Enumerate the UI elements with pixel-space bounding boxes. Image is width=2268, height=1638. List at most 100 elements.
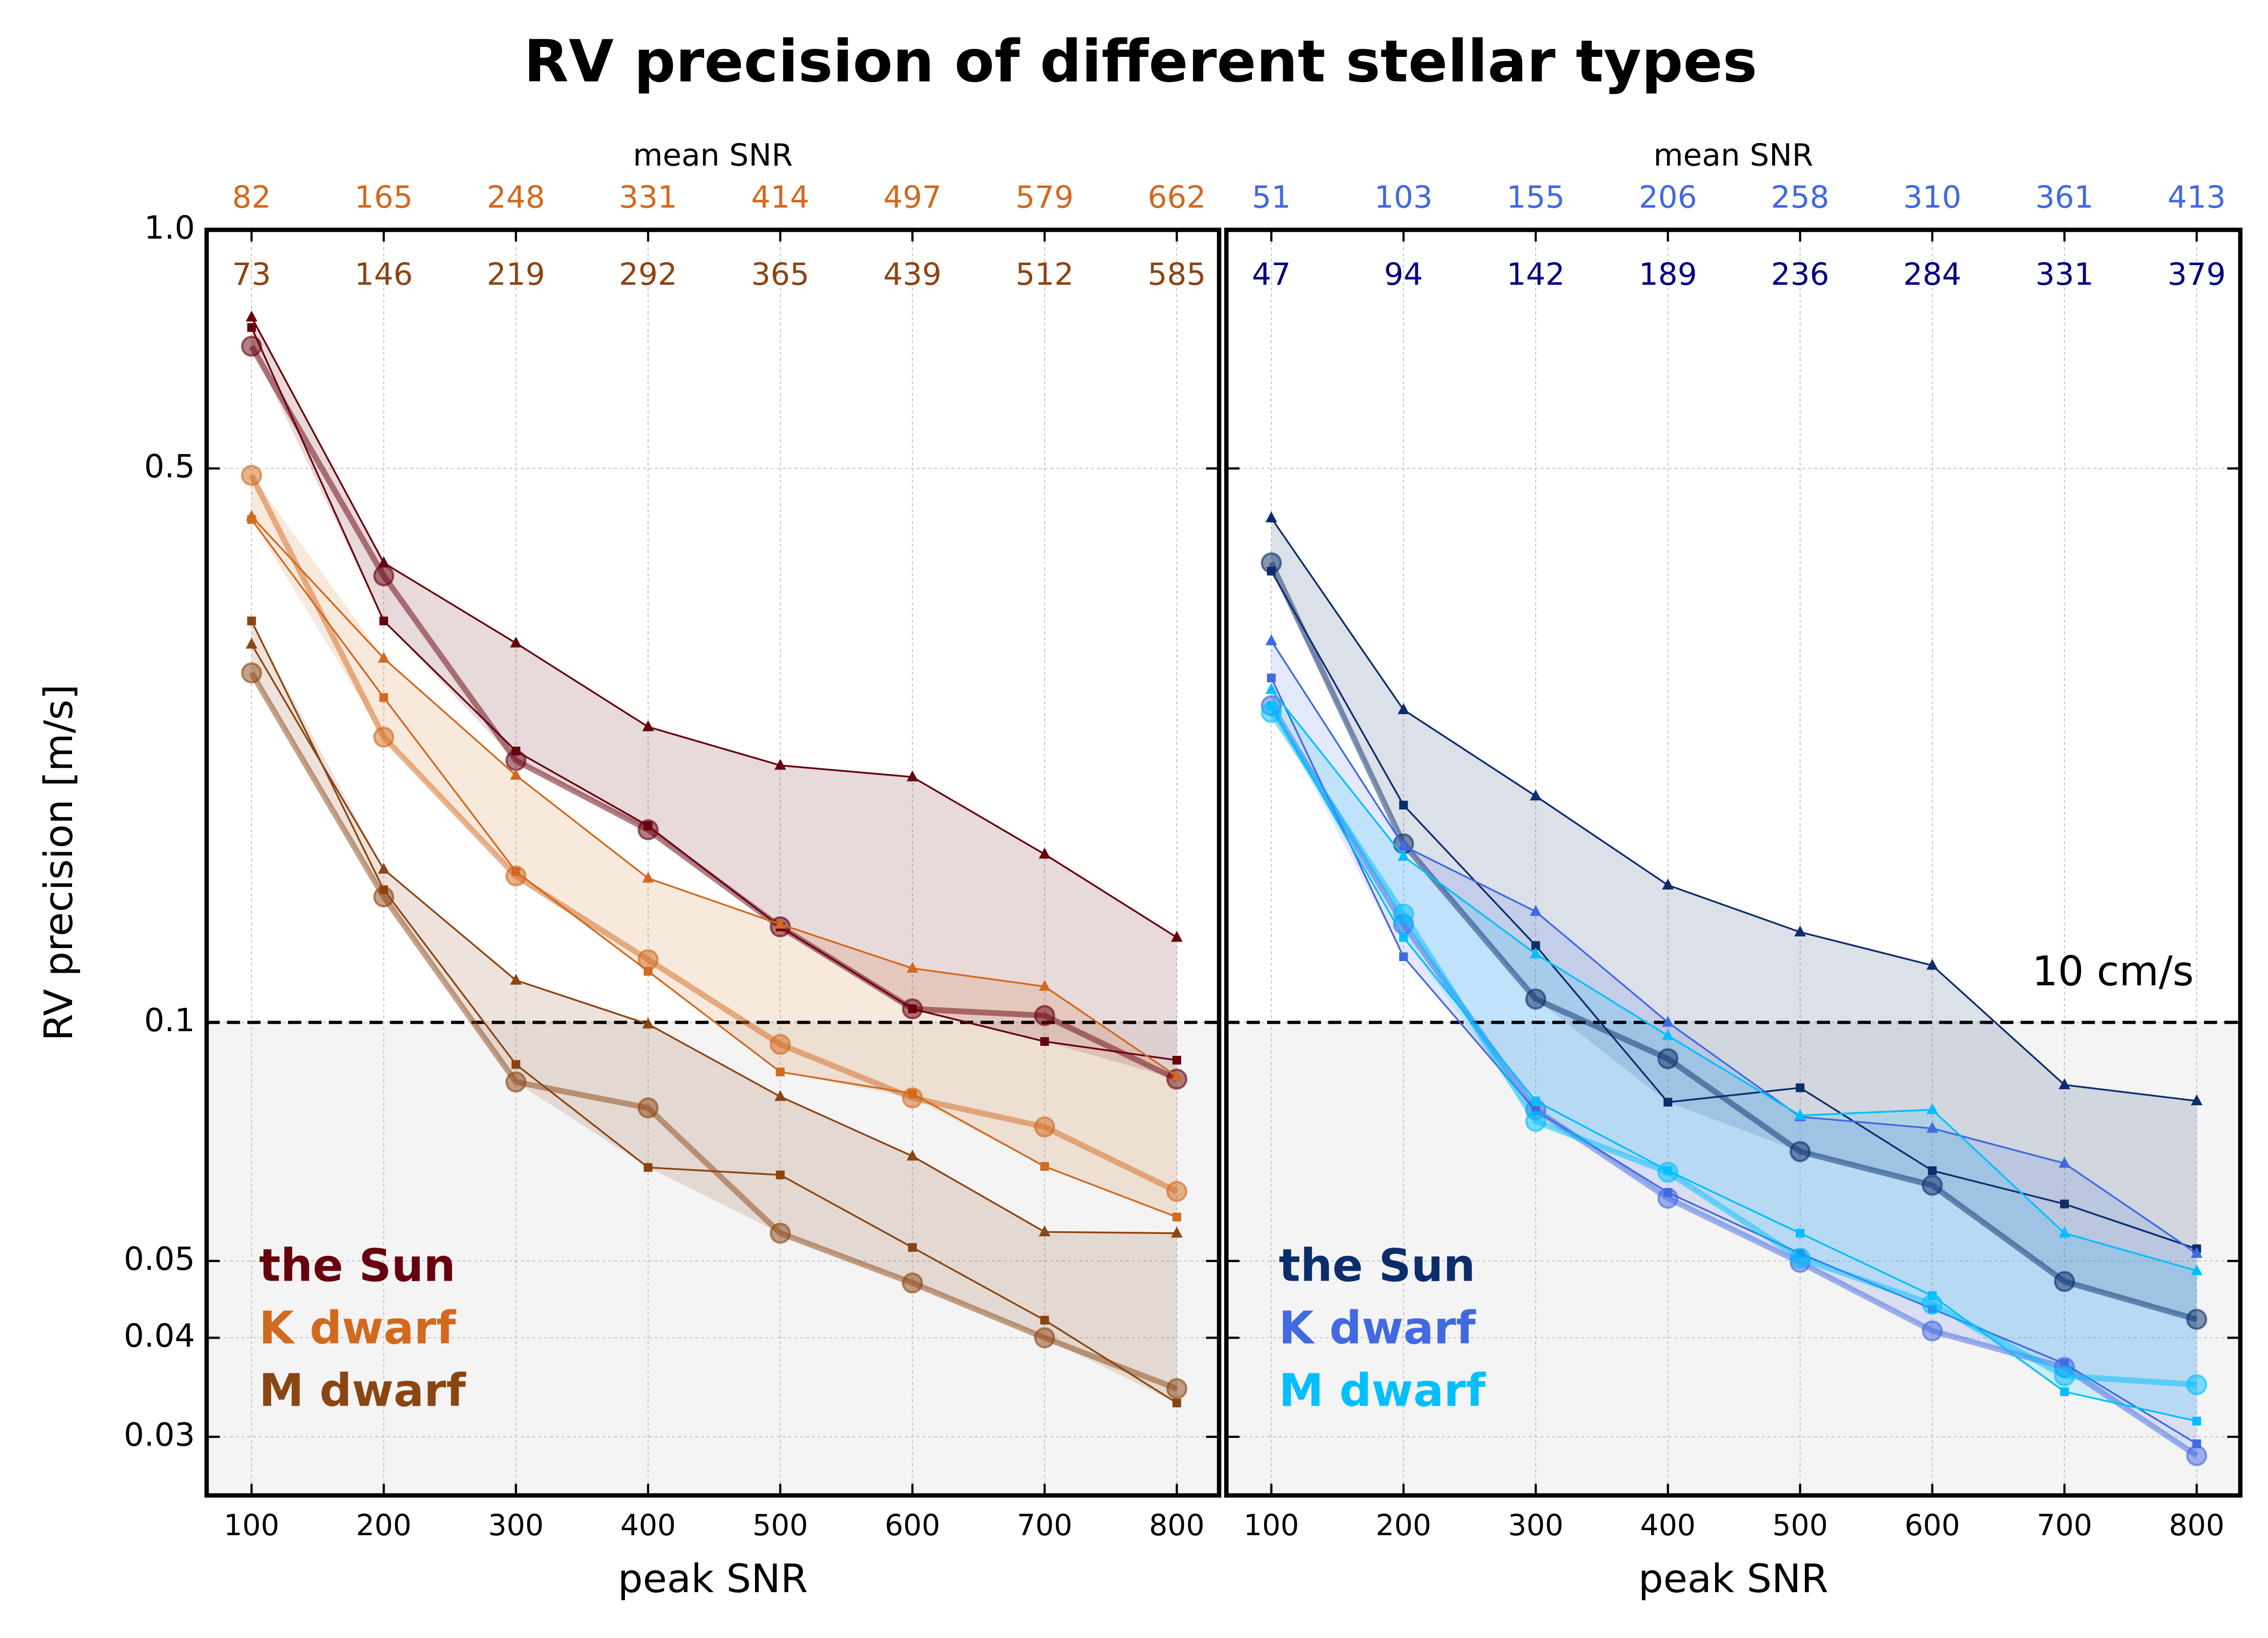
top-tick-label: 94 [1384, 257, 1423, 292]
square-marker [1795, 1083, 1805, 1092]
series-line [1270, 571, 2197, 1250]
square-marker [1531, 941, 1540, 950]
square-marker [1172, 1398, 1181, 1408]
range-fill [1271, 518, 2197, 1319]
legend-entry: the Sun [259, 1239, 456, 1292]
circle-marker [2186, 1374, 2208, 1396]
triangle-marker [2190, 1247, 2203, 1258]
series-line [1270, 677, 2197, 1445]
x-tick-label: 100 [1243, 1508, 1299, 1542]
y-tick-label: 0.1 [144, 1001, 195, 1039]
triangle-marker [1039, 1225, 1051, 1236]
circle-marker [1393, 903, 1414, 925]
top-tick-label: 284 [1903, 257, 1962, 292]
triangle-marker [510, 637, 522, 648]
x-tick-label: 300 [1508, 1508, 1563, 1542]
y-tick-label: 0.04 [124, 1317, 195, 1354]
x-tick-label: 500 [752, 1508, 808, 1542]
triangle-marker [1265, 683, 1278, 694]
triangle-marker [1039, 847, 1051, 859]
legend-entry: K dwarf [1279, 1302, 1476, 1354]
square-marker [247, 616, 256, 625]
triangle-marker [1530, 905, 1542, 916]
legend-entry: the Sun [1279, 1239, 1475, 1292]
plot-frame [1224, 227, 2243, 1498]
triangle-marker [245, 310, 258, 322]
triangle-marker [377, 556, 390, 568]
top-tick-label: 165 [355, 180, 413, 215]
chart-title: RV precision of different stellar types [524, 28, 1757, 96]
top-tick-label: 103 [1374, 180, 1433, 215]
x-axis-label: peak SNR [1639, 1556, 1829, 1602]
square-marker [1172, 1055, 1181, 1065]
top-axis-label: mean SNR [1654, 138, 1813, 173]
circle-marker [241, 662, 263, 684]
x-tick-label: 600 [885, 1508, 940, 1542]
top-tick-label: 512 [1016, 257, 1074, 292]
square-marker [2060, 1200, 2069, 1209]
square-marker [2192, 1416, 2201, 1426]
top-tick-label: 292 [619, 257, 677, 292]
triangle-marker [906, 1149, 918, 1161]
triangle-marker [1662, 1016, 1674, 1027]
circle-marker [241, 465, 263, 486]
triangle-marker [642, 720, 654, 731]
range-fill [1271, 689, 2197, 1421]
top-tick-label: 361 [2035, 180, 2094, 215]
top-tick-label: 331 [2035, 257, 2094, 292]
square-marker [1531, 1096, 1540, 1106]
y-tick-label: 0.05 [124, 1240, 195, 1277]
triangle-marker [2058, 1078, 2070, 1090]
top-tick-label: 82 [232, 180, 271, 215]
triangle-marker [377, 652, 390, 663]
top-tick-label: 142 [1506, 257, 1565, 292]
top-tick-label: 579 [1016, 180, 1074, 215]
y-tick-label: 1.0 [144, 209, 195, 246]
square-marker [511, 1060, 521, 1069]
series-line [1269, 561, 2198, 1322]
triangle-marker [774, 1090, 786, 1101]
circle-marker [770, 1034, 791, 1055]
square-marker [1267, 673, 1276, 682]
circle-marker [637, 1097, 659, 1119]
x-tick-label: 300 [488, 1508, 544, 1542]
circle-marker [637, 949, 659, 970]
triangle-marker [245, 638, 258, 649]
square-marker [1928, 1166, 1937, 1175]
x-tick-label: 400 [620, 1508, 676, 1542]
series-line [1271, 517, 2197, 1102]
circle-marker [1261, 552, 1282, 574]
square-marker [776, 1170, 785, 1179]
circle-marker [2186, 1308, 2208, 1330]
top-tick-label: 365 [751, 257, 809, 292]
top-tick-label: 585 [1148, 257, 1206, 292]
circle-marker [770, 1222, 791, 1244]
circle-marker [902, 1087, 923, 1109]
triangle-marker [1171, 930, 1183, 942]
square-marker [1795, 1229, 1805, 1238]
triangle-marker [1662, 1029, 1674, 1040]
top-tick-label: 236 [1771, 257, 1830, 292]
top-tick-label: 189 [1639, 257, 1697, 292]
triangle-marker [1662, 878, 1674, 890]
below-threshold-zone [206, 1022, 1219, 1496]
top-tick-label: 73 [232, 257, 271, 292]
legend-entry: M dwarf [1279, 1365, 1486, 1417]
triangle-marker [2190, 1094, 2203, 1106]
series-line [1269, 711, 2197, 1388]
series-line [1271, 640, 2197, 1254]
x-axis-label: peak SNR [618, 1556, 808, 1602]
circle-marker [1657, 1161, 1679, 1183]
square-marker [1399, 933, 1408, 942]
circle-marker [1789, 1141, 1811, 1162]
circle-marker [1166, 1378, 1187, 1400]
circle-marker [373, 886, 395, 908]
triangle-marker [1926, 959, 1938, 970]
circle-marker [373, 565, 395, 587]
circle-marker [2186, 1445, 2208, 1467]
circle-marker [1657, 1187, 1679, 1209]
series-line [249, 345, 1178, 1082]
top-tick-label: 155 [1506, 180, 1565, 215]
top-tick-label: 439 [884, 257, 942, 292]
